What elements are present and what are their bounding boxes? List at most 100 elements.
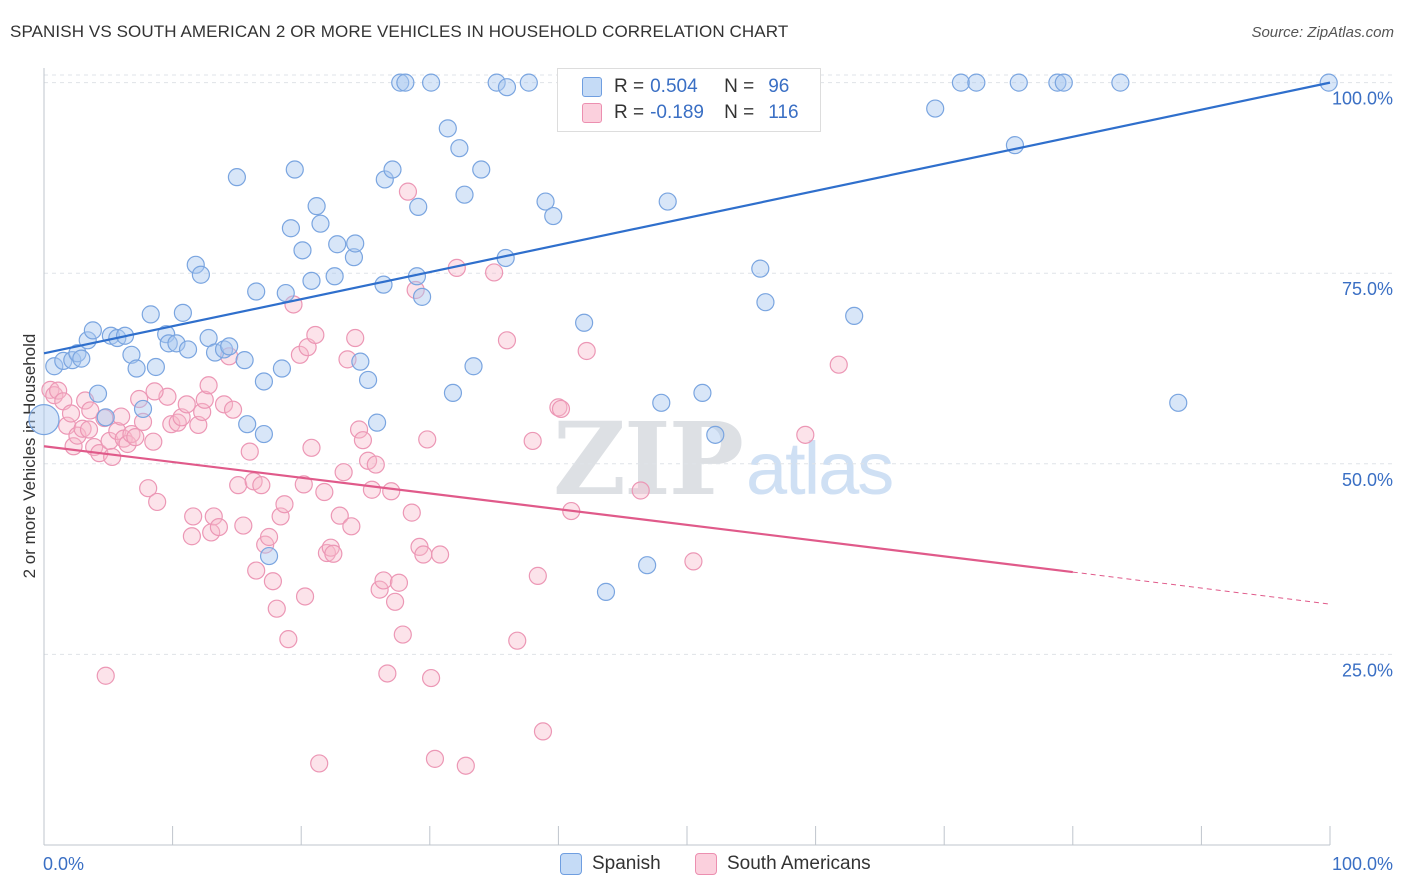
- trend-lines: [43, 81, 1331, 605]
- x-tick-label: 0.0%: [43, 854, 84, 874]
- spanish-point: [328, 235, 347, 254]
- spanish-point: [367, 413, 387, 432]
- legend-swatch-spanish: [582, 77, 602, 97]
- south-americans-point: [49, 381, 68, 400]
- south-americans-point: [96, 666, 115, 685]
- spanish-point: [455, 185, 474, 204]
- south-americans-point: [177, 395, 196, 414]
- spanish-point: [122, 345, 141, 364]
- south-americans-point: [425, 749, 445, 768]
- spanish-point: [72, 349, 91, 368]
- south-americans-point: [259, 527, 279, 547]
- south-americans-point: [247, 561, 266, 580]
- south-americans-point: [145, 382, 164, 401]
- spanish-point: [1169, 393, 1188, 412]
- south-americans-point: [398, 182, 418, 201]
- spanish-point: [472, 160, 491, 179]
- south-americans-point: [456, 756, 475, 775]
- spanish-point: [45, 357, 64, 376]
- spanish-point: [409, 197, 428, 216]
- bottom-legend-swatch-south-americans: [695, 853, 717, 875]
- south-americans-point: [290, 345, 310, 364]
- south-americans-point: [306, 325, 325, 345]
- spanish-point: [575, 313, 594, 332]
- spanish-point: [191, 265, 210, 284]
- y-tick-label: 75.0%: [1342, 279, 1393, 299]
- south-americans-point: [223, 400, 243, 419]
- y-tick-label: 25.0%: [1342, 660, 1393, 680]
- spanish-point: [845, 306, 864, 326]
- south-americans-point: [118, 434, 137, 454]
- spanish-point: [311, 214, 330, 233]
- bottom-legend-label-south-americans: South Americans: [727, 853, 871, 874]
- south-americans-point: [523, 431, 542, 451]
- spanish-point: [443, 383, 463, 403]
- spanish-point: [227, 168, 246, 187]
- legend-row-spanish: R = 0.504 N = 96: [582, 75, 789, 99]
- legend-n-value: 96: [768, 76, 790, 97]
- spanish-point: [1054, 73, 1073, 92]
- south-americans-point: [414, 545, 433, 564]
- source-label: Source: ZipAtlas.com: [1251, 24, 1394, 41]
- legend-r-label: R =: [614, 102, 645, 123]
- south-americans-point: [295, 587, 315, 606]
- south-americans-point: [342, 517, 361, 536]
- south-americans-point: [551, 399, 571, 419]
- south-americans-point: [485, 263, 504, 282]
- south-americans-point: [402, 503, 421, 522]
- south-americans-point: [139, 479, 158, 498]
- spanish-point: [464, 357, 483, 376]
- spanish-point: [1048, 73, 1067, 92]
- spanish-point: [450, 139, 469, 158]
- spanish-point: [391, 73, 410, 92]
- spanish-point: [544, 206, 563, 226]
- spanish-point: [951, 73, 971, 92]
- spanish-point: [751, 259, 770, 278]
- south-americans-point: [406, 280, 425, 300]
- spanish-point: [83, 321, 102, 340]
- south-americans-point: [310, 754, 329, 773]
- south-americans-point: [61, 404, 81, 423]
- south-americans-point: [418, 430, 437, 449]
- spanish-point: [133, 399, 153, 419]
- spanish-point: [127, 359, 146, 378]
- south-americans-point: [204, 507, 223, 526]
- spanish-point: [536, 192, 555, 211]
- spanish-point: [346, 234, 365, 253]
- spanish-point: [235, 351, 254, 370]
- south-americans-point: [275, 495, 294, 514]
- legend-n-value: 116: [768, 102, 799, 123]
- spanish-point: [281, 219, 301, 238]
- south-americans-point: [421, 668, 441, 688]
- south-americans-point: [385, 592, 405, 611]
- south-americans-point: [370, 580, 389, 599]
- south-americans-point: [126, 428, 145, 447]
- legend-r-value: 0.504: [650, 76, 698, 97]
- south-americans-point: [389, 573, 409, 592]
- spanish-point: [383, 160, 402, 179]
- y-tick-label: 100.0%: [1332, 89, 1393, 109]
- spanish-points: [28, 73, 1338, 601]
- south-americans-point: [240, 442, 259, 461]
- spanish-point: [693, 383, 712, 403]
- south-americans-point: [382, 482, 401, 501]
- spanish-point: [141, 305, 160, 324]
- y-tick-label: 50.0%: [1342, 470, 1393, 490]
- south-americans-point: [209, 517, 228, 537]
- spanish-point: [351, 352, 370, 371]
- south-americans-point: [349, 420, 369, 439]
- spanish-point: [926, 99, 945, 118]
- spanish-point: [967, 73, 986, 92]
- south-americans-point: [214, 395, 234, 414]
- south-americans-point: [684, 552, 703, 571]
- south-americans-point: [294, 475, 313, 494]
- spanish-trend-line: [43, 81, 1331, 355]
- axes: [43, 68, 1331, 846]
- south-americans-point: [533, 722, 553, 741]
- spanish-point: [247, 282, 266, 301]
- legend-r-label: R =: [614, 76, 645, 97]
- spanish-point: [293, 241, 312, 260]
- correlation-legend: R = 0.504 N = 96 R = -0.189 N = 116: [557, 68, 821, 132]
- south-americans-point: [346, 328, 365, 348]
- south-americans-point: [195, 390, 214, 409]
